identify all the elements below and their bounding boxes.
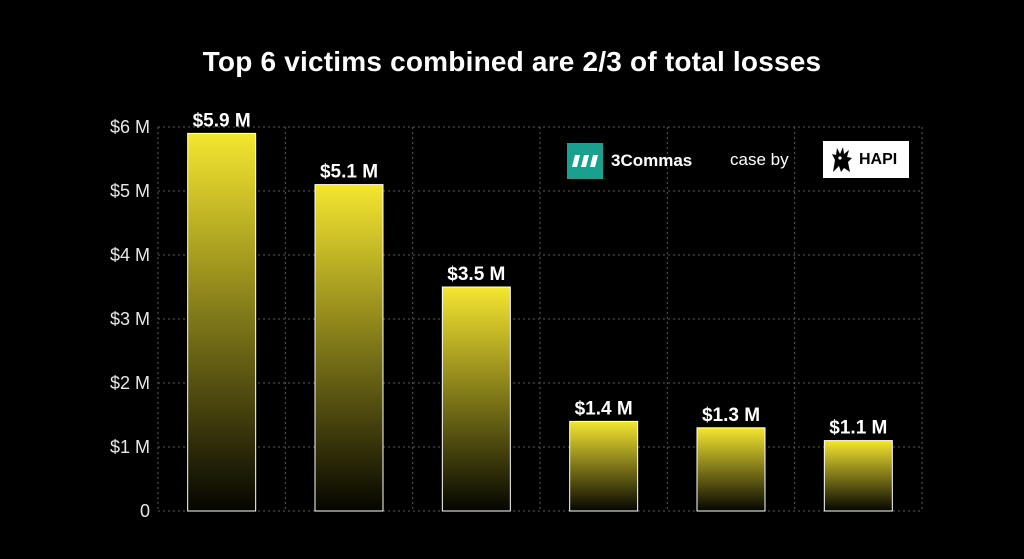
case-by-text: case by (730, 150, 789, 169)
y-tick-label-4: $4 M (110, 245, 150, 265)
bar-2 (314, 184, 384, 512)
bar-value-label-4: $1.4 M (575, 398, 633, 419)
partner-logo: 3Commas (567, 143, 692, 179)
hapi-logo-icon (832, 146, 852, 172)
y-tick-label-0: 0 (140, 501, 150, 521)
author-logo: HAPI (823, 141, 909, 178)
bar-value-label-1: $5.9 M (193, 110, 251, 131)
bar-value-label-6: $1.1 M (829, 418, 887, 439)
bar-value-label-2: $5.1 M (320, 162, 378, 183)
bar-1 (187, 132, 257, 512)
y-tick-label-6: $6 M (110, 117, 150, 137)
bar-value-label-3: $3.5 M (447, 264, 505, 285)
bar-6 (823, 440, 893, 512)
bar-5 (696, 427, 766, 512)
bar-value-label-5: $1.3 M (702, 405, 760, 426)
y-tick-label-3: $3 M (110, 309, 150, 329)
3commas-logo-icon (567, 143, 603, 179)
chart-title: Top 6 victims combined are 2/3 of total … (202, 46, 822, 77)
y-tick-label-1: $1 M (110, 437, 150, 457)
y-tick-label-5: $5 M (110, 181, 150, 201)
bar-3 (441, 286, 511, 512)
bar-4 (569, 420, 639, 512)
y-tick-label-2: $2 M (110, 373, 150, 393)
partner-name: 3Commas (611, 151, 693, 170)
author-name: HAPI (859, 150, 898, 168)
